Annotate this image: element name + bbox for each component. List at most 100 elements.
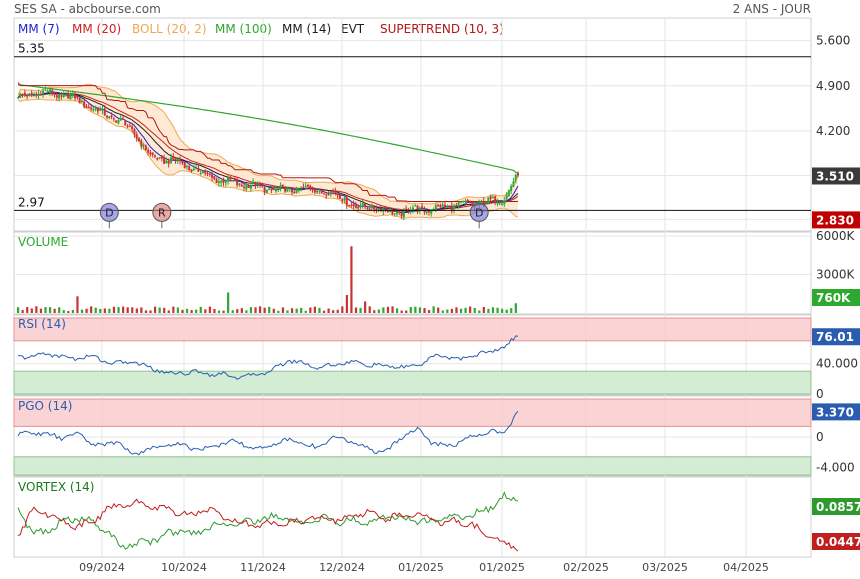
candle-body	[482, 200, 485, 205]
volume-bar	[373, 310, 376, 313]
rsi-panel-frame	[13, 314, 812, 396]
volume-bar	[418, 307, 422, 313]
candle-body	[183, 162, 186, 169]
volume-bar	[208, 306, 211, 313]
volume-bar	[190, 310, 193, 313]
candle-body	[446, 206, 449, 208]
volume-bar	[350, 246, 353, 313]
candle-body	[503, 200, 506, 205]
candle-body	[316, 191, 319, 193]
x-tick-label: 09/2024	[79, 561, 125, 574]
bollinger-upper-line	[17, 83, 519, 205]
volume-bar	[67, 311, 70, 313]
pgo-panel	[17, 411, 519, 456]
candle-body	[505, 194, 508, 200]
volume-bar	[71, 309, 74, 313]
candle-body	[245, 185, 248, 190]
candle-body	[190, 169, 193, 172]
candle-body	[153, 155, 156, 157]
candle-body	[201, 171, 204, 174]
candle-body	[119, 118, 122, 121]
mm100-line	[17, 83, 519, 174]
candle-body	[501, 203, 504, 205]
candle-body	[288, 188, 291, 190]
candle-body	[421, 206, 424, 209]
candle-body	[67, 93, 70, 99]
volume-bar	[505, 309, 508, 313]
legend-mm20: MM (20)	[72, 22, 121, 36]
candle-body	[263, 187, 266, 193]
volume-bar	[318, 307, 321, 313]
candle-body	[512, 181, 515, 187]
candle-body	[427, 210, 430, 213]
volume-panel-title: VOLUME	[18, 235, 68, 249]
candle-body	[498, 203, 501, 205]
candle-body	[400, 213, 403, 217]
volume-bar	[222, 310, 225, 313]
volume-bar	[464, 307, 467, 313]
rsi-current-badge: 76.01	[816, 330, 854, 344]
volume-bar	[432, 306, 435, 313]
candle-body	[302, 186, 305, 188]
candle-body	[233, 179, 236, 181]
volume-bar	[144, 310, 148, 313]
candle-body	[247, 185, 250, 188]
price-y-tick: 4.200	[816, 124, 850, 138]
x-tick-label: 02/2025	[563, 561, 609, 574]
vortex-plus-badge: 0.0857	[816, 500, 860, 514]
candle-body	[254, 182, 257, 187]
x-tick-label: 01/2025	[479, 561, 525, 574]
pgo-line	[17, 411, 519, 456]
pgo-panel-frame	[13, 395, 812, 477]
candle-body	[373, 205, 376, 210]
candle-body	[117, 120, 120, 124]
x-tick-label: 01/2025	[398, 561, 444, 574]
rsi-panel	[18, 335, 519, 380]
volume-bar	[213, 309, 216, 313]
candle-body	[42, 90, 45, 95]
candle-body	[131, 126, 134, 130]
candle-body	[423, 209, 426, 213]
candle-body	[261, 185, 264, 187]
volume-bar	[427, 310, 431, 313]
volume-bar	[377, 309, 380, 313]
candle-body	[320, 189, 323, 194]
candle-body	[51, 90, 54, 94]
candle-body	[297, 189, 300, 191]
volume-bar	[204, 309, 207, 313]
pgo-oversold-zone	[13, 456, 812, 476]
volume-bar	[236, 309, 239, 313]
pgo-current-badge: 3.370	[816, 405, 854, 419]
candle-body	[92, 109, 95, 111]
candle-body	[74, 94, 77, 99]
candle-body	[256, 182, 259, 186]
vortex-minus-badge: 0.0447	[816, 535, 860, 549]
event-label: R	[158, 206, 166, 219]
candle-body	[329, 191, 332, 195]
candle-body	[135, 134, 138, 139]
pgo-y-tick: 0	[816, 430, 824, 444]
volume-bar	[103, 308, 106, 313]
candle-body	[174, 158, 177, 161]
candle-body	[343, 198, 346, 201]
candle-body	[252, 181, 255, 184]
candle-body	[108, 116, 111, 118]
volume-current-badge: 760K	[816, 291, 851, 305]
candle-body	[71, 93, 74, 96]
volume-bar	[254, 307, 257, 313]
vortex-panel-title: VORTEX (14)	[18, 480, 95, 494]
volume-bar	[295, 308, 298, 313]
x-axis-labels: 09/2024 10/2024 11/2024 12/2024 01/2025 01/20…	[79, 561, 769, 574]
volume-bar	[268, 306, 271, 313]
vortex-minus-line	[17, 498, 519, 552]
volume-bar	[99, 308, 102, 313]
volume-bar	[231, 310, 234, 313]
volume-bar	[185, 308, 189, 313]
volume-bar	[354, 307, 358, 313]
candle-body	[94, 108, 97, 110]
event-label: D	[105, 206, 113, 219]
candle-body	[348, 205, 351, 207]
candle-body	[453, 205, 456, 210]
candle-body	[416, 205, 419, 211]
candle-body	[284, 187, 287, 192]
